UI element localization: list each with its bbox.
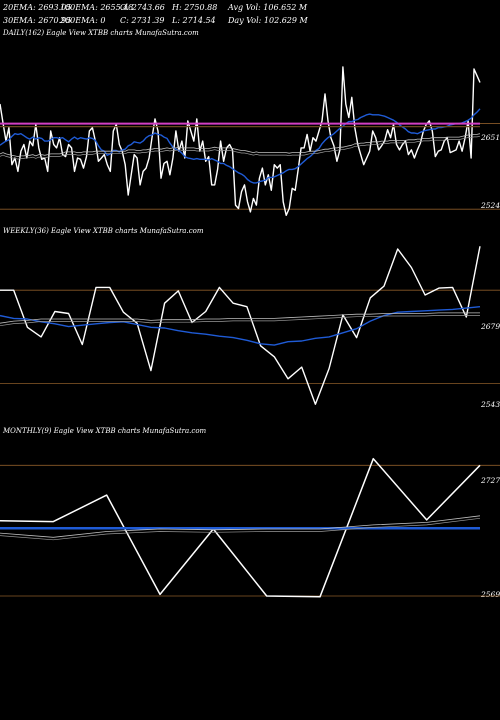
weekly-ema-light-line bbox=[0, 312, 480, 324]
stat-ema20: 20EMA: 2693.05 bbox=[3, 3, 72, 12]
stat-low: L: 2714.54 bbox=[172, 16, 216, 25]
weekly-ema-blue-line bbox=[0, 306, 481, 346]
daily-ema-light-line-secondary bbox=[0, 135, 481, 160]
daily-ema-blue-line bbox=[0, 108, 481, 184]
monthly-price-line bbox=[0, 457, 481, 598]
daily-panel-title: DAILY(162) Eagle View XTBB charts Munafa… bbox=[3, 29, 199, 37]
monthly-level-label-upper: 2727 bbox=[481, 476, 500, 485]
stat-ema100: 100EMA: 2655.48 bbox=[60, 3, 134, 12]
monthly-level-label-lower: 2569 bbox=[481, 590, 500, 599]
weekly-ema-light-line-secondary bbox=[0, 315, 480, 327]
monthly-panel-title: MONTHLY(9) Eagle View XTBB charts Munafa… bbox=[3, 427, 207, 435]
stat-avg-vol: Avg Vol: 106.652 M bbox=[228, 3, 308, 12]
stat-open: O: 2743.66 bbox=[120, 3, 165, 12]
daily-level-label-upper: 2651 bbox=[481, 133, 500, 142]
daily-level-label-lower: 2524 bbox=[481, 201, 500, 210]
weekly-panel-title: WEEKLY(36) Eagle View XTBB charts Munafa… bbox=[3, 227, 204, 235]
stat-ema200: 200EMA: 0 bbox=[60, 16, 106, 25]
stat-high: H: 2750.88 bbox=[172, 3, 218, 12]
weekly-level-label-lower: 2543 bbox=[481, 400, 500, 409]
stat-close: C: 2731.39 bbox=[120, 16, 165, 25]
monthly-ema-light-line bbox=[0, 515, 481, 538]
stat-day-vol: Day Vol: 102.629 M bbox=[228, 16, 308, 25]
weekly-price-line bbox=[0, 246, 481, 405]
stat-ema30: 30EMA: 2670.95 bbox=[3, 16, 72, 25]
monthly-ema-light-line-secondary bbox=[0, 517, 481, 541]
daily-price-line bbox=[0, 66, 481, 217]
weekly-level-label-upper: 2679 bbox=[481, 322, 500, 331]
daily-ema-light-line bbox=[0, 133, 481, 158]
